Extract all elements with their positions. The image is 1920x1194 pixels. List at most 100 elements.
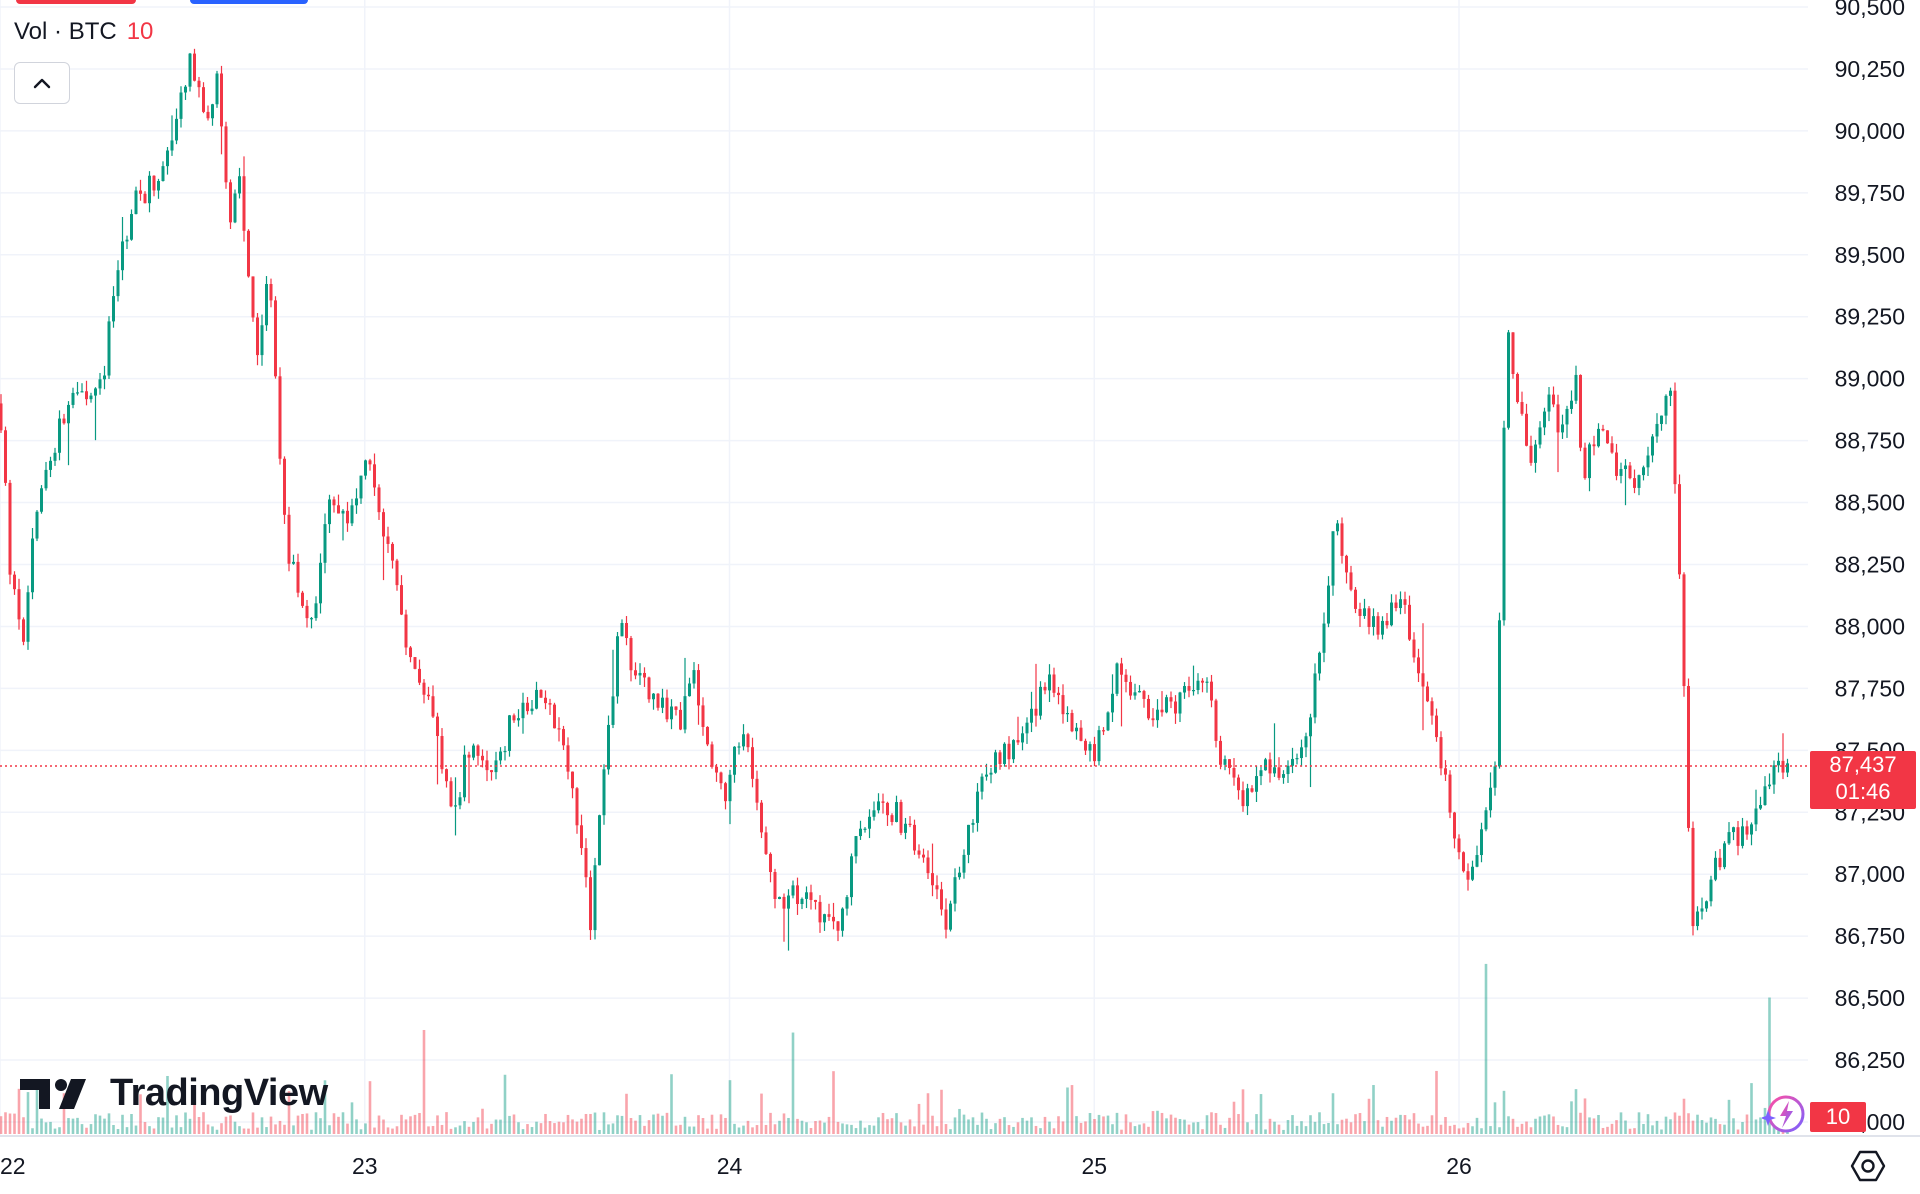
volume-bar (809, 1127, 813, 1134)
candle-body (998, 752, 1002, 764)
volume-bar (35, 1083, 39, 1134)
settings-icon[interactable] (1850, 1148, 1886, 1189)
candle (1363, 598, 1366, 619)
volume-bar (1592, 1118, 1596, 1134)
volume-bar (733, 1123, 736, 1134)
volume-bar (94, 1114, 97, 1134)
candle (539, 689, 543, 698)
volume-bar (467, 1126, 471, 1134)
candle (998, 749, 1002, 770)
volume-bar (1088, 1113, 1092, 1134)
volume-bar (1358, 1113, 1362, 1134)
volume-bar (1561, 1126, 1564, 1134)
y-tick-label: 90,000 (1835, 118, 1905, 144)
volume-bar (1016, 1122, 1020, 1134)
candle-body (1520, 402, 1524, 414)
candle-body (508, 715, 511, 751)
volume-bar (350, 1102, 354, 1134)
candle (89, 392, 93, 403)
candle-body (517, 718, 520, 721)
candle (242, 156, 246, 242)
candle-body (418, 668, 421, 683)
candle-body (782, 896, 786, 909)
candle (1246, 783, 1249, 816)
candle-body (143, 193, 147, 204)
candle (193, 48, 196, 82)
volume-bar (472, 1121, 475, 1134)
candle-body (611, 696, 615, 725)
y-tick-label: 90,500 (1835, 0, 1905, 20)
candle-body (1435, 715, 1438, 738)
candle (994, 749, 997, 774)
candle-body (472, 745, 475, 758)
candle-body (1583, 447, 1587, 479)
volume-bar (1106, 1115, 1110, 1134)
volume-bar (724, 1117, 727, 1134)
candle (917, 844, 921, 859)
candle (1300, 739, 1303, 767)
candle-body (1214, 700, 1218, 741)
candle (733, 746, 736, 783)
candle-body (251, 276, 255, 318)
volume-bar (1556, 1124, 1560, 1134)
volume-bar (1183, 1119, 1186, 1134)
candle (584, 838, 588, 888)
collapse-legend-button[interactable] (14, 62, 70, 104)
volume-bar (1606, 1126, 1609, 1134)
volume-bars (0, 963, 1789, 1134)
candle-body (1624, 465, 1627, 470)
candle (922, 848, 925, 863)
volume-bar (611, 1123, 615, 1134)
volume-bar (800, 1120, 804, 1134)
candle-body (1084, 740, 1087, 751)
candle-body (742, 734, 745, 747)
candle-body (1646, 455, 1650, 468)
candle (1466, 863, 1470, 891)
candle-body (1007, 743, 1011, 760)
candle (44, 461, 48, 491)
candle-body (904, 823, 907, 833)
volume-bar (1259, 1094, 1263, 1134)
volume-bar (1372, 1085, 1375, 1134)
candle (139, 179, 142, 201)
candle-body (1282, 774, 1285, 778)
candle (1012, 739, 1015, 764)
volume-bar (1426, 1125, 1429, 1134)
candle (1511, 332, 1515, 379)
candle-body (1349, 572, 1353, 590)
volume-bar (49, 1121, 52, 1134)
chevron-up-icon (33, 78, 51, 89)
candle-body (1061, 695, 1065, 715)
candle-body (89, 395, 93, 400)
volume-bar (1079, 1122, 1083, 1134)
candle (580, 814, 583, 855)
candle-body (944, 909, 948, 930)
candle-body (1610, 443, 1614, 453)
candle-body (1403, 599, 1407, 605)
candle (800, 897, 804, 910)
candle (629, 635, 633, 682)
volume-bar (332, 1113, 336, 1134)
candle-body (1714, 857, 1717, 880)
candle-body (940, 889, 943, 910)
candle (1664, 394, 1668, 425)
volume-bar (1448, 1125, 1452, 1134)
candle (1538, 421, 1542, 449)
candle-body (1781, 760, 1785, 773)
volume-bar (1025, 1120, 1029, 1134)
volume-bar (985, 1118, 988, 1134)
candle (1372, 608, 1375, 636)
lightning-icon[interactable] (1760, 1092, 1806, 1141)
candle (692, 662, 696, 689)
candle (526, 696, 529, 715)
candle-body (949, 903, 952, 930)
candle (1637, 474, 1641, 496)
candle (256, 312, 259, 366)
candle (1403, 591, 1407, 614)
volume-bar (166, 1075, 169, 1134)
candle-body (1592, 444, 1596, 447)
candle (1444, 760, 1447, 782)
candles (0, 48, 1789, 951)
candle-body (1228, 759, 1231, 768)
